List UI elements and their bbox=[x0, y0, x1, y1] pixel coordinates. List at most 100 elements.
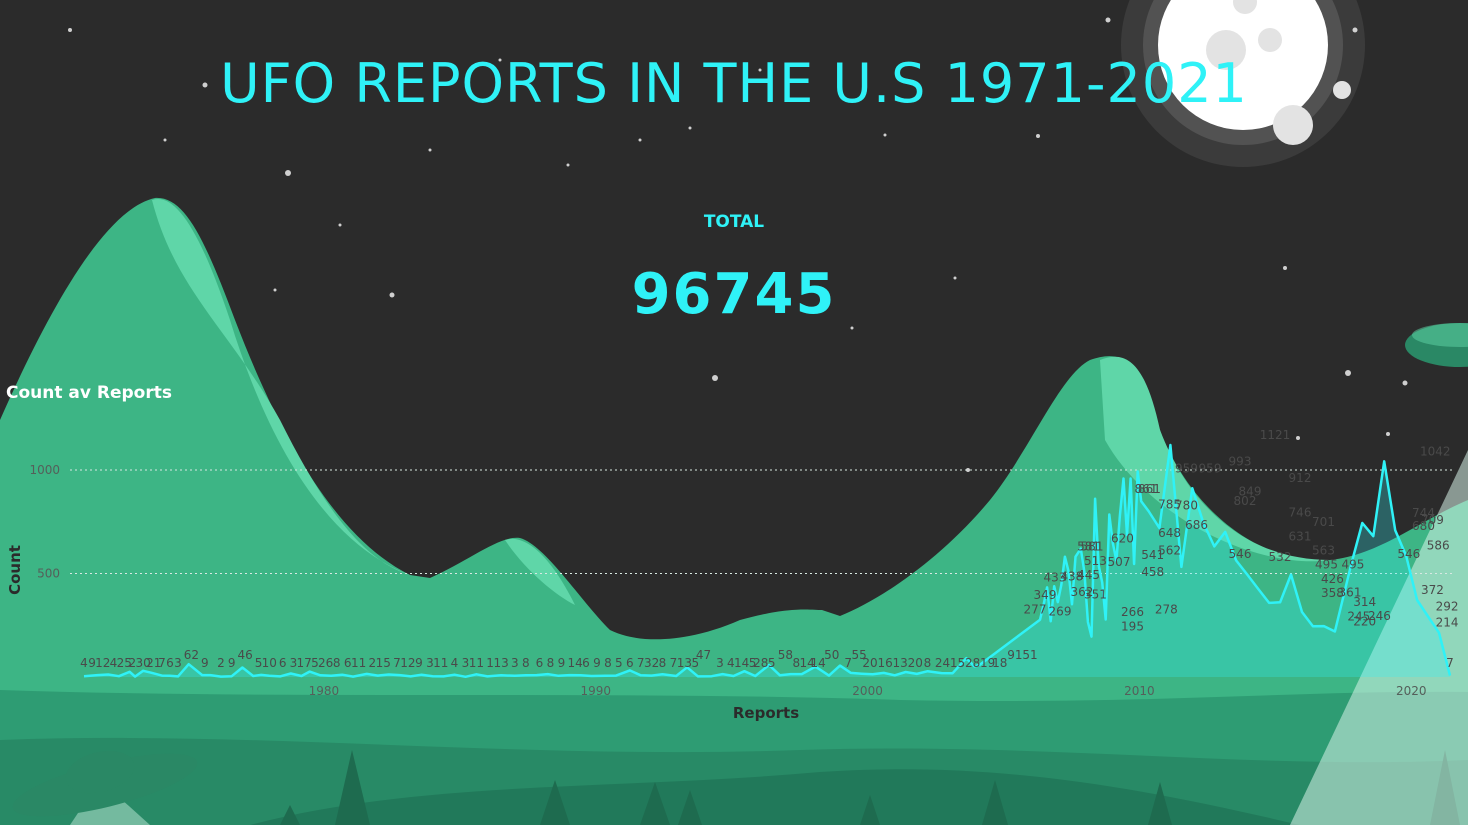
data-label: 581 bbox=[1081, 540, 1104, 554]
data-label: 1042 bbox=[1420, 444, 1451, 458]
data-label: 292 bbox=[1436, 600, 1459, 614]
x-tick-label: 2010 bbox=[1124, 684, 1155, 698]
data-label: 780 bbox=[1175, 499, 1198, 513]
data-label: 861 bbox=[1135, 482, 1158, 496]
data-label: 4 bbox=[727, 656, 735, 670]
data-label: 5 bbox=[615, 656, 623, 670]
data-label: 266 bbox=[1121, 605, 1144, 619]
data-label: 55 bbox=[851, 648, 866, 662]
data-label: 8 bbox=[333, 656, 341, 670]
data-label: 28 bbox=[965, 656, 980, 670]
data-label: 13 bbox=[893, 656, 908, 670]
data-label: 10 bbox=[262, 656, 277, 670]
data-label: 546 bbox=[1229, 547, 1252, 561]
data-label: 6 bbox=[279, 656, 287, 670]
mountain-highlight-right bbox=[1100, 356, 1330, 562]
data-label: 8 bbox=[659, 656, 667, 670]
data-label: 959 bbox=[1199, 462, 1222, 476]
data-label: 195 bbox=[1121, 620, 1144, 634]
data-label: 372 bbox=[1421, 583, 1444, 597]
data-label: 3 bbox=[174, 656, 182, 670]
total-value: 96745 bbox=[631, 262, 837, 327]
data-label: 8 bbox=[522, 656, 530, 670]
data-label: 513 bbox=[1084, 554, 1107, 568]
data-label: 744 bbox=[1412, 506, 1435, 520]
data-label: 2 bbox=[128, 656, 136, 670]
data-label: 91 bbox=[1007, 648, 1022, 662]
data-label: 495 bbox=[1315, 558, 1338, 572]
data-label: 32 bbox=[644, 656, 659, 670]
data-label: 709 bbox=[1421, 513, 1444, 527]
data-label: 3 bbox=[511, 656, 519, 670]
data-label: 3 bbox=[716, 656, 724, 670]
data-label: 746 bbox=[1289, 506, 1312, 520]
series-area bbox=[84, 445, 1450, 677]
x-axis-ticks: 1980 1990 2000 2010 2020 bbox=[309, 684, 1427, 698]
data-label: 50 bbox=[824, 648, 839, 662]
data-label: 438 bbox=[1060, 569, 1083, 583]
data-label: 433 bbox=[1044, 570, 1067, 584]
data-label: 20 bbox=[908, 656, 923, 670]
data-label: 11 bbox=[433, 656, 448, 670]
data-label: 581 bbox=[1077, 540, 1100, 554]
data-label: 220 bbox=[1353, 615, 1376, 629]
x-tick-label: 1990 bbox=[580, 684, 611, 698]
data-label: 785 bbox=[1158, 498, 1181, 512]
data-label: 6 bbox=[166, 656, 174, 670]
data-label: 9 bbox=[228, 656, 236, 670]
ground-dark bbox=[250, 769, 1300, 825]
data-label: 8 bbox=[924, 656, 932, 670]
data-label: 14 bbox=[734, 656, 749, 670]
data-label: 802 bbox=[1234, 494, 1257, 508]
data-label: 445 bbox=[1077, 568, 1100, 582]
data-label: 278 bbox=[1155, 603, 1178, 617]
data-label: 6 bbox=[626, 656, 634, 670]
data-label: 3 bbox=[462, 656, 470, 670]
data-label: 20 bbox=[862, 656, 877, 670]
data-label: 361 bbox=[1339, 585, 1362, 599]
data-label: 13 bbox=[493, 656, 508, 670]
data-label: 3 bbox=[290, 656, 298, 670]
data-label: 861 bbox=[1138, 482, 1161, 496]
data-label: 26 bbox=[318, 656, 333, 670]
moon bbox=[1121, 0, 1365, 167]
data-label: 47 bbox=[696, 648, 711, 662]
ufo-left bbox=[12, 750, 198, 825]
data-label: 495 bbox=[1341, 558, 1364, 572]
data-label: 9 bbox=[593, 656, 601, 670]
data-label: 362 bbox=[1070, 585, 1093, 599]
data-label: 12 bbox=[95, 656, 110, 670]
y-tick-label: 500 bbox=[37, 567, 60, 581]
mountain-left-base bbox=[0, 197, 1468, 825]
data-label: 648 bbox=[1158, 526, 1181, 540]
data-label: 5 bbox=[691, 656, 699, 670]
data-label: 17 bbox=[297, 656, 312, 670]
y-axis-ticks: 500 1000 bbox=[29, 463, 60, 581]
data-label: 8 bbox=[604, 656, 612, 670]
data-label: 4 bbox=[451, 656, 459, 670]
data-label: 11 bbox=[469, 656, 484, 670]
data-label: 7 bbox=[393, 656, 401, 670]
data-label: 358 bbox=[1321, 586, 1344, 600]
data-label: 7 bbox=[844, 656, 852, 670]
data-label: 15 bbox=[950, 656, 965, 670]
data-label: 2 bbox=[368, 656, 376, 670]
data-label: 3 bbox=[426, 656, 434, 670]
data-label: 563 bbox=[1312, 544, 1335, 558]
data-label: 532 bbox=[1269, 550, 1292, 564]
data-label: 912 bbox=[1289, 471, 1312, 485]
data-label: 5 bbox=[749, 656, 757, 670]
data-label: 6 bbox=[582, 656, 590, 670]
data-label: 9 bbox=[201, 656, 209, 670]
data-label: 28 bbox=[753, 656, 768, 670]
data-label: 6 bbox=[344, 656, 352, 670]
data-label: 562 bbox=[1158, 544, 1181, 558]
data-label: 5 bbox=[768, 656, 776, 670]
ufo-right bbox=[1290, 323, 1468, 825]
data-label: 507 bbox=[1108, 555, 1131, 569]
data-label: 13 bbox=[677, 656, 692, 670]
data-label: 19 bbox=[980, 656, 995, 670]
data-label: 686 bbox=[1185, 518, 1208, 532]
